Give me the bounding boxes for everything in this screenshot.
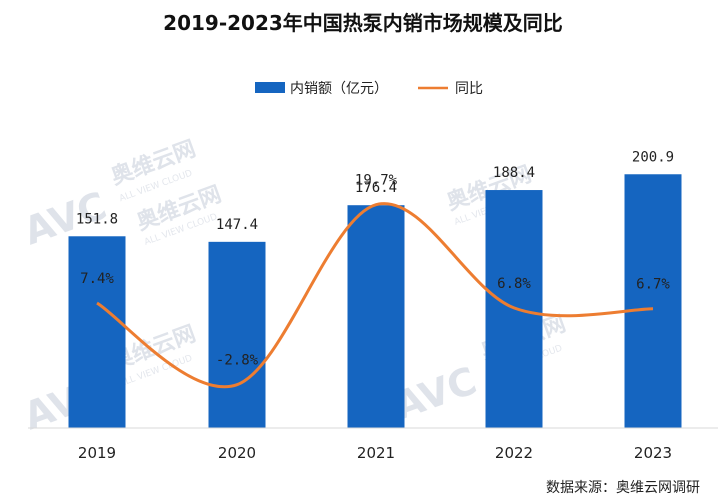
source-note: 数据来源：奥维云网调研 — [546, 479, 700, 496]
bar-value-label: 188.4 — [493, 165, 535, 181]
x-tick-label: 2023 — [634, 444, 672, 462]
line-value-label: 6.8% — [497, 276, 531, 292]
x-tick-label: 2021 — [357, 444, 395, 462]
legend: 内销额（亿元） 同比 — [255, 81, 483, 97]
bar — [68, 236, 126, 428]
yoy-line — [96, 202, 654, 389]
bar-value-label: 147.4 — [216, 217, 258, 233]
bar-value-label: 176.4 — [355, 180, 397, 196]
bar-labels: 151.8 147.4 176.4 188.4 200.9 — [76, 149, 674, 233]
chart-title: 2019-2023年中国热泵内销市场规模及同比 — [163, 11, 563, 35]
bar-value-label: 200.9 — [632, 149, 674, 165]
legend-label-line: 同比 — [455, 81, 483, 97]
line-value-label: 19.7% — [355, 173, 398, 189]
bar — [347, 205, 405, 428]
x-tick-label: 2022 — [495, 444, 533, 462]
bar — [208, 241, 266, 428]
line-value-label: -2.8% — [216, 353, 259, 369]
line-value-label: 6.7% — [636, 277, 670, 293]
legend-swatch-bar — [255, 82, 285, 93]
x-tick-label: 2020 — [218, 444, 256, 462]
line-labels: 7.4% -2.8% 19.7% 6.8% 6.7% — [80, 173, 670, 369]
bar — [624, 174, 682, 428]
x-tick-label: 2019 — [78, 444, 116, 462]
bar-value-label: 151.8 — [76, 211, 118, 227]
line-value-label: 7.4% — [80, 271, 114, 287]
x-ticks: 2019 2020 2021 2022 2023 — [78, 444, 672, 462]
legend-label-bar: 内销额（亿元） — [290, 81, 388, 97]
